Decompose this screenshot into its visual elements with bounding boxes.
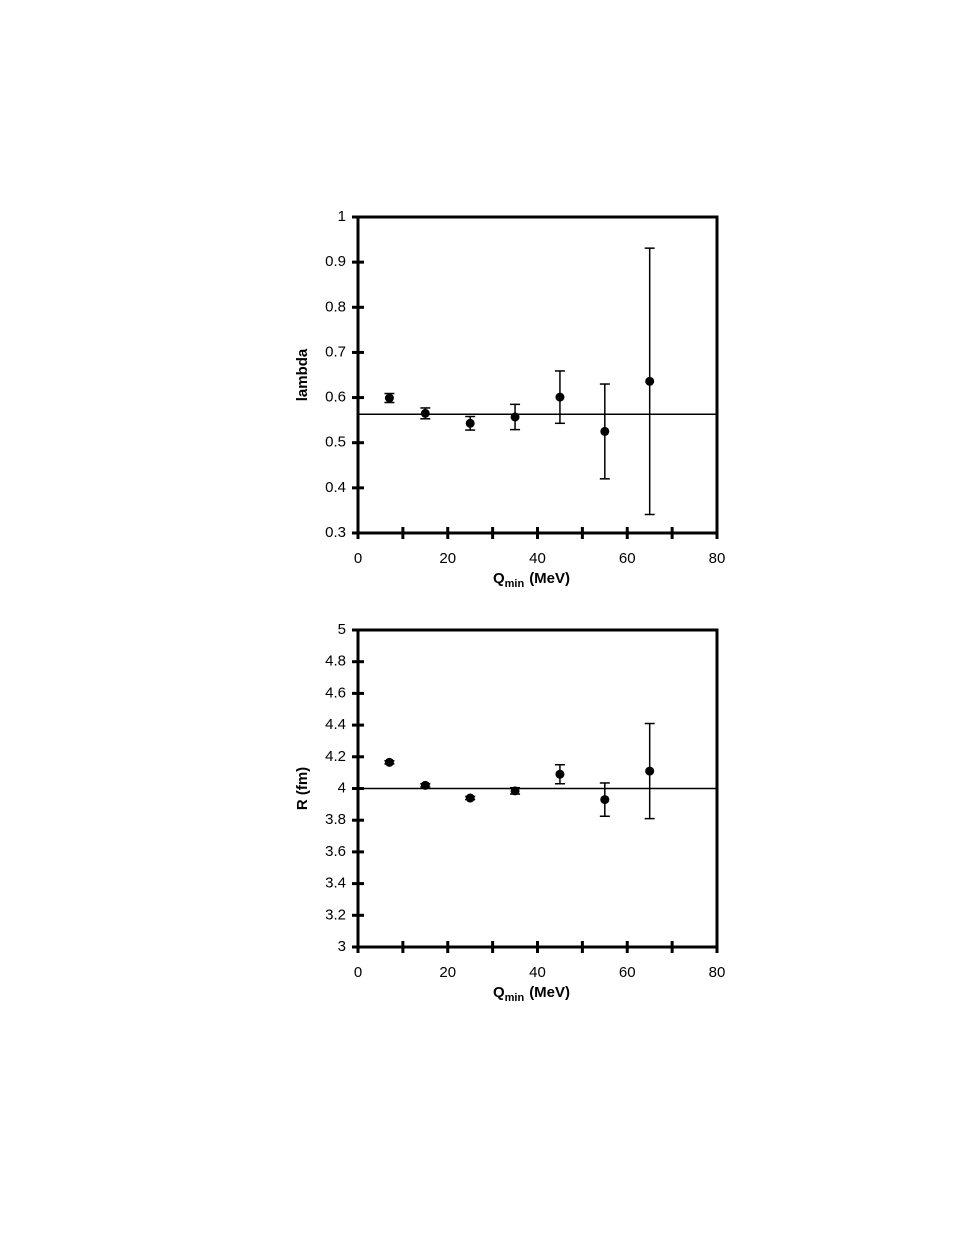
y-tick-label: 4.6 bbox=[325, 684, 346, 701]
x-tick-label: 0 bbox=[354, 550, 362, 567]
data-point bbox=[384, 757, 394, 767]
x-label-main: Q bbox=[493, 984, 505, 1001]
data-point bbox=[600, 426, 610, 436]
data-point bbox=[510, 412, 520, 422]
y-tick-label: 0.4 bbox=[325, 479, 346, 496]
y-tick-label: 3.2 bbox=[325, 906, 346, 923]
y-tick-label: 3 bbox=[338, 938, 346, 955]
data-point bbox=[384, 393, 394, 403]
x-axis-label: Qmin (MeV) bbox=[493, 984, 570, 1004]
x-label-sub: min bbox=[505, 578, 525, 590]
x-tick-label: 40 bbox=[529, 964, 546, 981]
x-tick-label: 0 bbox=[354, 964, 362, 981]
y-axis-label: R (fm) bbox=[294, 767, 311, 810]
data-point bbox=[465, 418, 475, 428]
x-tick-label: 80 bbox=[709, 550, 726, 567]
y-tick-label: 3.6 bbox=[325, 843, 346, 860]
y-tick-label: 4 bbox=[338, 779, 346, 796]
data-point bbox=[555, 392, 565, 402]
y-tick-label: 4.4 bbox=[325, 716, 346, 733]
x-tick-label: 80 bbox=[709, 964, 726, 981]
x-tick-label: 20 bbox=[439, 550, 456, 567]
x-label-unit: (MeV) bbox=[529, 570, 570, 587]
x-tick-label: 40 bbox=[529, 550, 546, 567]
plot-frame bbox=[356, 215, 719, 535]
data-point bbox=[510, 786, 520, 796]
y-tick-label: 0.7 bbox=[325, 343, 346, 360]
y-tick-label: 4.8 bbox=[325, 653, 346, 670]
y-axis-label: lambda bbox=[294, 348, 311, 401]
x-axis-label: Qmin (MeV) bbox=[493, 570, 570, 590]
x-label-unit: (MeV) bbox=[529, 984, 570, 1001]
y-tick-label: 4.2 bbox=[325, 748, 346, 765]
y-tick-label: 3.4 bbox=[325, 875, 346, 892]
data-point bbox=[420, 780, 430, 790]
y-tick-label: 5 bbox=[338, 621, 346, 638]
data-point bbox=[645, 376, 655, 386]
data-point bbox=[600, 795, 610, 805]
x-tick-label: 60 bbox=[619, 964, 636, 981]
y-tick-label: 0.5 bbox=[325, 434, 346, 451]
y-tick-label: 3.8 bbox=[325, 811, 346, 828]
data-point bbox=[420, 408, 430, 418]
y-tick-label: 0.3 bbox=[325, 524, 346, 541]
data-point bbox=[645, 766, 655, 776]
x-tick-label: 60 bbox=[619, 550, 636, 567]
x-tick-label: 20 bbox=[439, 964, 456, 981]
y-tick-label: 1 bbox=[338, 208, 346, 225]
y-tick-label: 0.8 bbox=[325, 298, 346, 315]
data-point bbox=[555, 769, 565, 779]
y-tick-label: 0.9 bbox=[325, 253, 346, 270]
data-point bbox=[465, 793, 475, 803]
y-tick-label: 0.6 bbox=[325, 389, 346, 406]
x-label-main: Q bbox=[493, 570, 505, 587]
x-label-sub: min bbox=[505, 992, 525, 1004]
